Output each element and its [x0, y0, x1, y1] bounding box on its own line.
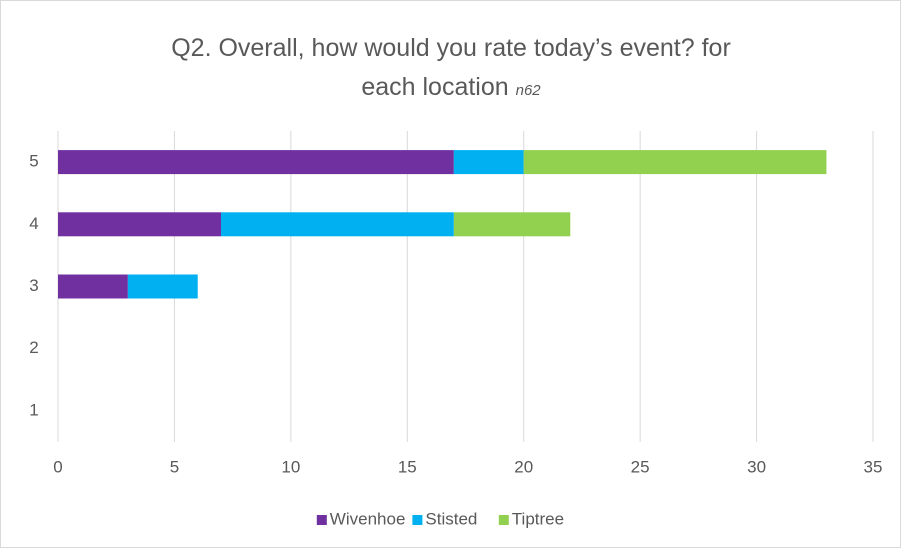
legend-label: Wivenhoe: [330, 509, 406, 528]
bar-segment: [221, 212, 454, 237]
y-tick-label: 4: [29, 214, 38, 233]
bar-segment: [453, 212, 571, 237]
bar-segment: [58, 212, 221, 237]
bar-segment: [127, 274, 198, 299]
chart-title-block: Q2. Overall, how would you rate today’s …: [171, 29, 731, 110]
chart-title: Q2. Overall, how would you rate today’s …: [171, 34, 731, 101]
x-tick-label: 20: [514, 457, 533, 476]
x-tick-label: 10: [281, 457, 300, 476]
bar-segment: [453, 150, 524, 175]
legend-swatch: [498, 515, 509, 525]
legend-label: Tiptree: [512, 509, 564, 528]
bar-segment: [58, 150, 454, 175]
x-tick-label: 35: [864, 457, 883, 476]
x-tick-label: 25: [631, 457, 650, 476]
x-tick-label: 15: [398, 457, 417, 476]
y-tick-label: 2: [29, 338, 38, 357]
bar-segment: [523, 150, 827, 175]
y-tick-label: 5: [29, 152, 38, 171]
annotation: n62: [515, 82, 541, 99]
y-tick-label: 3: [29, 276, 38, 295]
legend-label: Stisted: [425, 509, 477, 528]
y-tick-label: 1: [29, 400, 38, 419]
x-tick-label: 30: [747, 457, 766, 476]
bar-segment: [58, 274, 128, 299]
x-tick-label: 5: [170, 457, 179, 476]
legend-swatch: [412, 515, 423, 525]
legend-swatch: [316, 515, 327, 525]
x-tick-label: 0: [53, 457, 62, 476]
